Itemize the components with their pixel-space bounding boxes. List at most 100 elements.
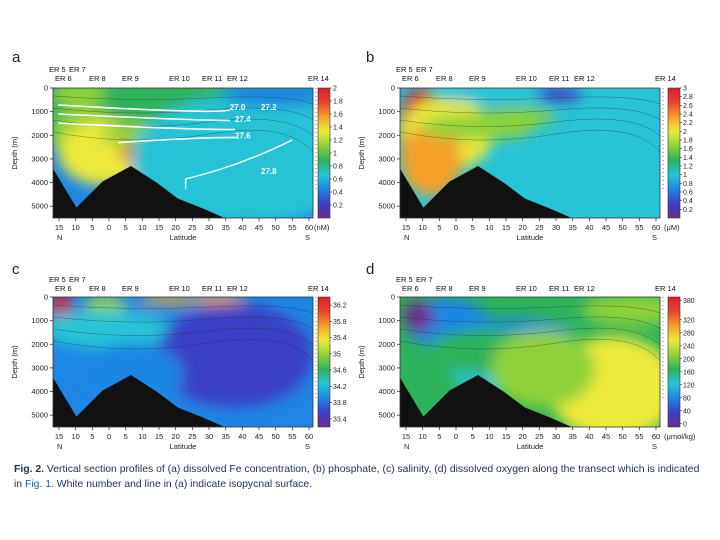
colorbar-tick-label: 2.4 — [683, 112, 693, 119]
colorbar-tick-label: 0.4 — [683, 198, 693, 205]
x-tick-label: 5 — [90, 223, 94, 232]
heatmap-patch — [53, 310, 170, 349]
isopycnal-label: 27.0 — [230, 103, 246, 112]
y-tick-label: 2000 — [378, 340, 395, 349]
x-tick-label: 30 — [552, 223, 560, 232]
x-tick-label: 35 — [568, 432, 576, 441]
x-tick-label: 50 — [618, 432, 626, 441]
isopycnal-line — [58, 104, 230, 113]
contour-line — [53, 304, 313, 314]
colorbar-tick-label: 1 — [333, 151, 337, 158]
y-tick-label: 4000 — [378, 387, 395, 396]
colorbar-tick-label: 1.8 — [333, 99, 343, 106]
station-label: ER 12 — [227, 284, 248, 293]
x-tick-label: 15 — [502, 223, 510, 232]
colorbar-tick-label: 0.6 — [333, 177, 343, 184]
station-label: ER 7 — [416, 65, 433, 74]
heatmap-patch — [222, 88, 313, 108]
colorbar-tick-label: 1.4 — [683, 155, 693, 162]
caption-figure-link[interactable]: Fig. 1 — [24, 479, 51, 490]
colorbar-tick-label: 0.8 — [683, 181, 693, 188]
station-label: ER 5 — [396, 65, 413, 74]
colorbar-tick-label: 2.8 — [683, 94, 693, 101]
contour-line — [400, 129, 660, 153]
station-label: ER 10 — [516, 74, 537, 83]
x-tick-label: 40 — [585, 223, 593, 232]
station-label: ER 12 — [574, 284, 595, 293]
x-tick-label: 15 — [155, 223, 163, 232]
plot-frame — [52, 87, 314, 219]
x-tick-label: 60 — [652, 223, 660, 232]
station-label: ER 8 — [436, 284, 453, 293]
contour-line — [400, 338, 660, 362]
station-label: ER 8 — [89, 284, 106, 293]
contour-line — [53, 107, 313, 121]
colorbar-tick-label: 1.6 — [683, 146, 693, 153]
x-tick-label: 10 — [138, 432, 146, 441]
colorbar-tick-label: 35 — [333, 351, 341, 358]
station-label: ER 6 — [55, 74, 72, 83]
colorbar-tick-label: 0.6 — [683, 190, 693, 197]
y-tick-label: 0 — [391, 84, 395, 93]
isopycnal-label: 27.6 — [235, 132, 251, 141]
x-tick-label: 10 — [71, 432, 79, 441]
y-tick-label: 3000 — [31, 154, 48, 163]
hemisphere-label: N — [57, 442, 62, 451]
x-tick-label: 0 — [107, 432, 111, 441]
x-tick-label: 5 — [437, 432, 441, 441]
y-tick-label: 0 — [391, 293, 395, 302]
y-tick-label: 1000 — [378, 107, 395, 116]
x-tick-label: 15 — [502, 432, 510, 441]
colorbar-tick-label: 1.8 — [683, 138, 693, 145]
heatmap-field — [53, 297, 313, 427]
station-label: ER 5 — [396, 275, 413, 284]
x-tick-label: 45 — [602, 432, 610, 441]
x-tick-label: 5 — [471, 223, 475, 232]
hemisphere-label: N — [404, 442, 409, 451]
x-tick-label: 5 — [471, 432, 475, 441]
contour-line — [53, 129, 313, 153]
hemisphere-label: N — [57, 233, 62, 242]
colorbar-tick-label: 320 — [683, 317, 695, 324]
colorbar-tick-label: 200 — [683, 356, 695, 363]
x-tick-label: 5 — [124, 432, 128, 441]
x-tick-label: 40 — [238, 223, 246, 232]
y-tick-label: 2000 — [31, 340, 48, 349]
plot-frame — [399, 87, 661, 219]
colorbar-tick-label: 33.4 — [333, 416, 347, 423]
station-label: ER 10 — [516, 284, 537, 293]
x-tick-label: 20 — [518, 432, 526, 441]
station-label: ER 5 — [49, 275, 66, 284]
colorbar-tick-label: 1.2 — [683, 164, 693, 171]
station-label: ER 6 — [55, 284, 72, 293]
x-tick-label: 10 — [138, 223, 146, 232]
y-tick-label: 4000 — [31, 387, 48, 396]
colorbar-unit: (μmol/kg) — [664, 432, 696, 441]
colorbar-tick-label: 40 — [683, 408, 691, 415]
x-tick-label: 10 — [418, 223, 426, 232]
seafloor — [53, 375, 225, 427]
x-tick-label: 20 — [518, 223, 526, 232]
x-tick-label: 25 — [188, 432, 196, 441]
station-label: ER 12 — [574, 74, 595, 83]
colorbar-tick-label: 1.6 — [333, 112, 343, 119]
station-label: ER 14 — [308, 284, 329, 293]
colorbar-tick-label: 380 — [683, 298, 695, 305]
colorbar — [667, 296, 681, 428]
x-tick-label: 0 — [454, 432, 458, 441]
hemisphere-label: S — [652, 233, 657, 242]
station-label: ER 8 — [436, 74, 453, 83]
y-axis-label: Depth (m) — [10, 345, 19, 379]
panel-a: a ER 5 ER 7ER 6 ER 8 ER 9 ER 10 ER 11 ER 12 ER 1… — [10, 49, 343, 242]
colorbar-unit: (nM) — [314, 223, 330, 232]
y-tick-label: 4000 — [378, 178, 395, 187]
heatmap-field — [400, 88, 660, 218]
colorbar-tick-label: 36.2 — [333, 303, 347, 310]
x-tick-label: 55 — [635, 223, 643, 232]
contour-line — [400, 95, 660, 105]
x-tick-label: 25 — [535, 432, 543, 441]
x-tick-label: 15 — [155, 432, 163, 441]
isopycnal-line — [117, 136, 236, 144]
x-tick-label: 15 — [402, 432, 410, 441]
y-tick-label: 2000 — [31, 131, 48, 140]
